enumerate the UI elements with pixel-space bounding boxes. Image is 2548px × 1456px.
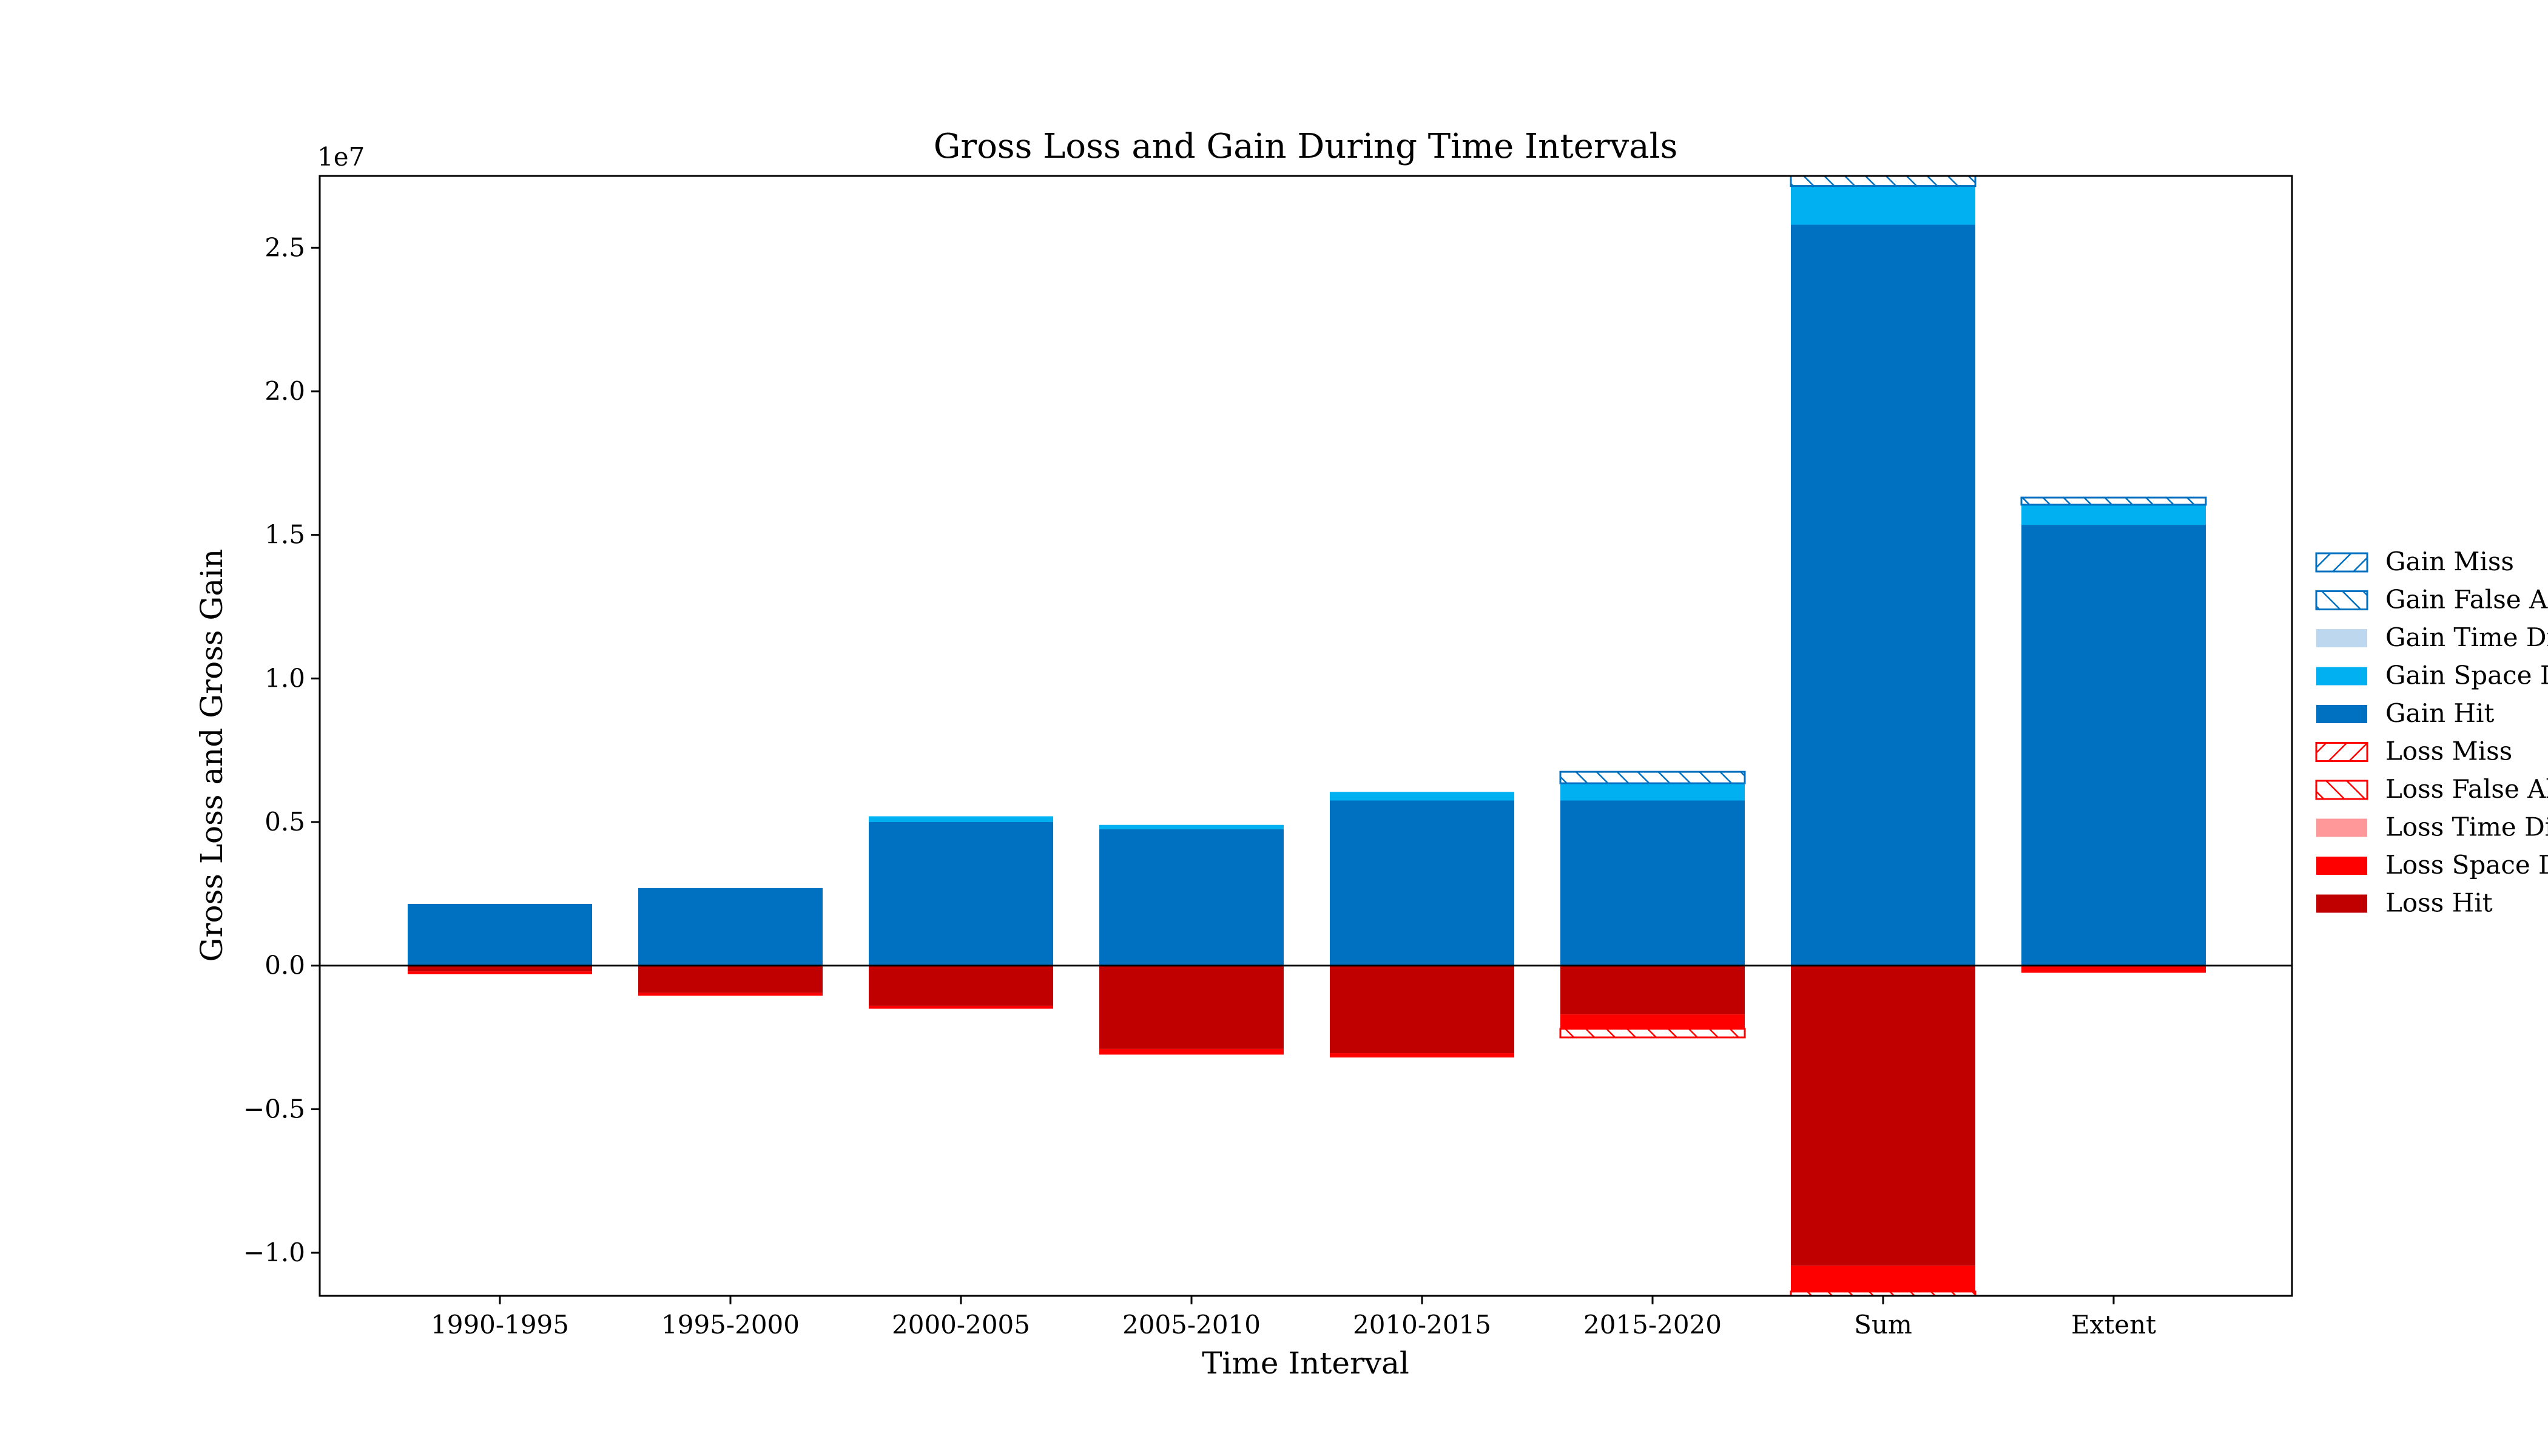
bar-loss-space-difference-1990-1995 [408,971,592,974]
y-offset-label: 1e7 [317,142,365,172]
bar-loss-hit-2015-2020 [1560,965,1745,1015]
x-tick-label-2000-2005: 2000-2005 [892,1310,1030,1340]
legend: Gain Miss Gain False Alarm Gain Time Diffe… [2315,547,2548,918]
legend-label-loss-miss: Loss Miss [2385,736,2512,766]
x-tick-label-sum: Sum [1854,1310,1912,1340]
y-tick-label: 0.5 [265,807,305,837]
legend-swatch-gain-miss [2315,552,2368,573]
bar-loss-space-difference-2010-2015 [1330,1053,1514,1058]
legend-swatch-loss-miss [2315,742,2368,762]
x-axis-label: Time Interval [1202,1346,1409,1381]
bar-loss-hit-2000-2005 [869,965,1053,1006]
bar-gain-hit-2000-2005 [869,822,1053,966]
x-axis-ticks: 1990-1995 1995-2000 2000-2005 2005-2010 2010… [431,1296,2156,1340]
x-tick-label-1995-2000: 1995-2000 [661,1310,800,1340]
bar-gain-false-alarm-extent [2020,496,2207,506]
bar-gain-hit-sum [1791,224,1975,966]
bar-loss-hit-sum [1791,965,1975,1266]
x-tick-label-1990-1995: 1990-1995 [431,1310,569,1340]
plot-frame [318,175,2293,1297]
bar-loss-hit-2010-2015 [1330,965,1514,1054]
y-tick-label: −0.5 [243,1094,305,1124]
y-tick-label: 2.5 [265,232,305,262]
legend-label-loss-false-alarm: Loss False Alarm [2385,774,2548,804]
bar-loss-false-alarm-2015-2020 [1559,1028,1746,1039]
bar-gain-false-alarm-sum [1790,175,1977,187]
bar-loss-hit-2005-2010 [1099,965,1284,1049]
y-tick-label: −1.0 [243,1238,305,1267]
legend-label-gain-hit: Gain Hit [2385,698,2494,728]
legend-label-loss-hit: Loss Hit [2385,888,2493,918]
bar-gain-space-difference-sum [1791,186,1975,225]
y-axis-ticks: −1.0 −0.5 0.0 0.5 1.0 1.5 2.0 2.5 [243,232,320,1267]
legend-swatch-gain-time-difference [2316,629,2367,647]
chart-title: Gross Loss and Gain During Time Interval… [934,127,1678,166]
legend-swatch-loss-space-difference [2316,857,2367,875]
legend-swatch-loss-hit [2316,894,2367,913]
bar-gain-hit-extent [2021,525,2206,966]
bar-gain-hit-1990-1995 [408,903,592,966]
legend-swatch-gain-space-difference [2316,667,2367,686]
y-tick-label: 2.0 [265,376,305,406]
bar-gain-hit-2015-2020 [1560,800,1745,966]
y-tick-label: 1.0 [265,663,305,693]
bar-loss-space-difference-2000-2005 [869,1005,1053,1009]
bar-loss-space-difference-2015-2020 [1560,1014,1745,1029]
bar-loss-space-difference-1995-2000 [638,993,823,996]
legend-label-loss-time-difference: Loss Time Difference [2385,812,2548,842]
bar-gain-hit-2005-2010 [1099,829,1284,966]
bar-gain-space-difference-extent [2021,504,2206,525]
bar-gain-false-alarm-2015-2020 [1559,770,1746,784]
legend-swatch-loss-time-difference [2316,818,2367,837]
legend-label-gain-miss: Gain Miss [2385,547,2514,576]
bar-loss-hit-1990-1995 [408,965,592,972]
legend-label-gain-false-alarm: Gain False Alarm [2385,585,2548,615]
bar-gain-space-difference-2005-2010 [1099,824,1284,829]
bar-gain-space-difference-2015-2020 [1560,783,1745,801]
y-tick-label: 1.5 [265,520,305,550]
legend-swatch-loss-false-alarm [2315,780,2368,800]
bar-gain-space-difference-2000-2005 [869,816,1053,822]
bar-gain-hit-1995-2000 [638,888,823,966]
legend-swatch-gain-false-alarm [2315,590,2368,610]
bar-loss-space-difference-extent [2021,965,2206,973]
x-tick-label-2005-2010: 2005-2010 [1122,1310,1261,1340]
bar-loss-hit-1995-2000 [638,965,823,993]
x-tick-label-2015-2020: 2015-2020 [1583,1310,1722,1340]
legend-label-gain-space-difference: Gain Space Difference [2385,661,2548,690]
legend-label-gain-time-difference: Gain Time Difference [2385,622,2548,652]
bars [408,175,2207,1297]
x-tick-label-extent: Extent [2071,1310,2156,1340]
bar-loss-space-difference-2005-2010 [1099,1048,1284,1055]
legend-label-loss-space-difference: Loss Space Difference [2385,850,2548,880]
bar-gain-hit-2010-2015 [1330,800,1514,966]
bar-gain-space-difference-2010-2015 [1330,792,1514,801]
bar-loss-space-difference-sum [1791,1266,1975,1292]
y-tick-label: 0.0 [265,951,305,980]
legend-swatch-gain-hit [2316,705,2367,723]
y-axis-label: Gross Loss and Gross Gain [194,549,229,962]
x-tick-label-2010-2015: 2010-2015 [1353,1310,1491,1340]
